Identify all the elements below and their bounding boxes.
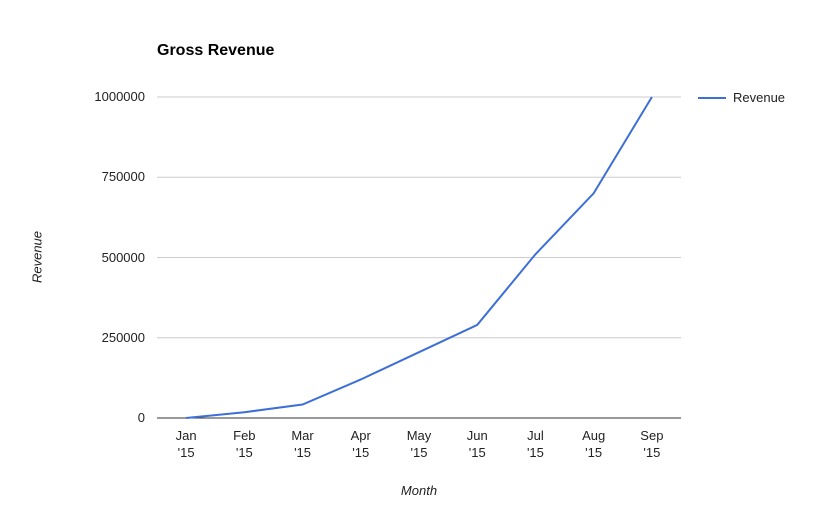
x-tick-label: Mar '15 [291,428,314,460]
x-tick-label: Sep '15 [640,428,664,460]
legend: Revenue [698,90,785,105]
x-tick-label: Jul '15 [526,428,544,460]
legend-line-swatch [698,96,726,99]
x-axis-title: Month [400,483,438,498]
y-tick-label: 500000 [101,249,145,265]
chart-title: Gross Revenue [157,42,275,59]
y-axis-title: Revenue [29,230,45,284]
legend-label: Revenue [733,90,786,105]
x-tick-label: Apr '15 [350,428,371,460]
y-tick-label: 250000 [101,329,145,345]
x-tick-label: Feb '15 [233,428,256,460]
y-tick-label: 1000000 [94,89,145,104]
revenue-series-line [186,96,653,419]
x-tick-label: Jan '15 [175,428,197,460]
x-tick-label: May '15 [406,428,432,460]
y-tick-label: 750000 [101,169,145,185]
x-tick-label: Jun '15 [466,428,488,460]
y-tick-label: 0 [137,410,145,425]
x-tick-label: Aug '15 [582,428,606,460]
